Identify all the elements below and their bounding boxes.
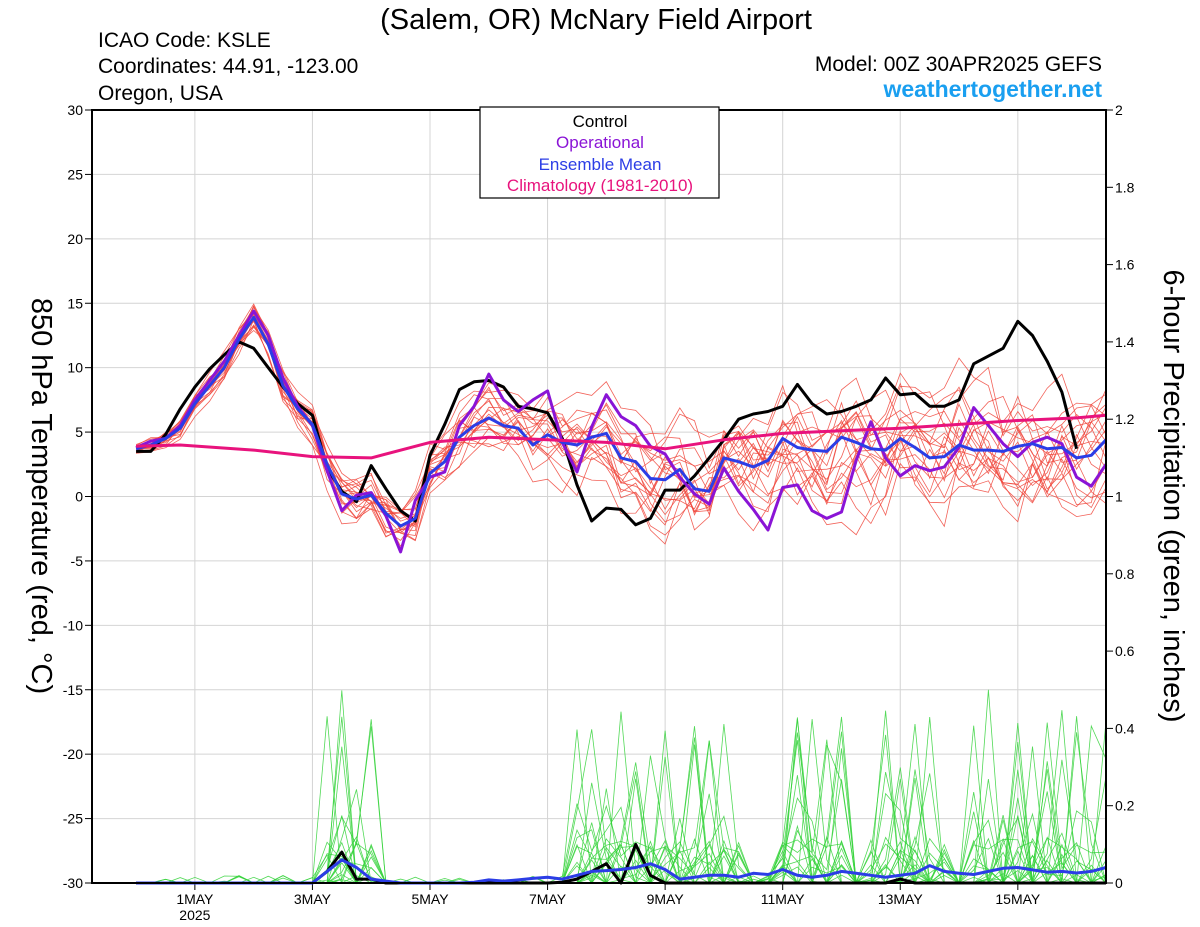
x-tick-sublabel: 2025 — [179, 907, 210, 923]
y-left-tick-label: 10 — [67, 360, 83, 376]
y-left-tick-label: -20 — [63, 746, 83, 762]
y-left-tick-label: -10 — [63, 617, 83, 633]
x-tick-label: 1MAY — [176, 891, 214, 907]
mean-temperature-line — [135, 315, 1108, 528]
ensemble-temperature-member — [135, 310, 1107, 545]
ensemble-precip-member — [136, 723, 1107, 885]
ensemble-precip-member — [136, 689, 1107, 884]
y-left-tick-label: -15 — [63, 682, 83, 698]
x-tick-label: 3MAY — [294, 891, 332, 907]
legend-control: Control — [573, 112, 628, 131]
ensemble-precip-member — [136, 720, 1107, 885]
ensemble-temperature-member — [135, 317, 1107, 531]
x-tick-label: 9MAY — [647, 891, 685, 907]
ensemble-temperature-member — [135, 303, 1107, 542]
ensemble-precip-member — [136, 726, 1106, 885]
x-tick-label: 5MAY — [411, 891, 449, 907]
legend-climatology: Climatology (1981-2010) — [507, 176, 693, 195]
legend-operational: Operational — [556, 133, 644, 152]
y-left-tick-label: -30 — [63, 875, 83, 891]
region: Oregon, USA — [98, 82, 223, 105]
y-right-tick-label: 1.6 — [1115, 257, 1135, 273]
climatology-temperature-line — [136, 413, 1107, 460]
gridlines — [92, 110, 1106, 883]
chart-title: (Salem, OR) McNary Field Airport — [380, 4, 812, 36]
y-left-tick-label: 20 — [67, 231, 83, 247]
y-left-tick-label: -25 — [63, 811, 83, 827]
ensemble-temperature-member — [135, 314, 1107, 541]
y-right-tick-label: 1.4 — [1115, 334, 1135, 350]
coordinates: Coordinates: 44.91, -123.00 — [98, 55, 358, 78]
y-right-tick-label: 2 — [1115, 102, 1123, 118]
ensemble-precip-member — [136, 690, 1107, 885]
legend-box — [479, 106, 720, 199]
model-run: Model: 00Z 30APR2025 GEFS — [815, 53, 1102, 76]
ensemble-temperature-member — [136, 311, 1107, 536]
y-right-tick-label: 0.2 — [1115, 798, 1135, 814]
y-left-tick-label: -5 — [71, 553, 84, 569]
x-tick-label: 7MAY — [529, 891, 567, 907]
ensemble-precip-member — [136, 726, 1107, 884]
y-axis-left: 30 25 20 15 10 5 0 -5 -10 -15 -20 -25 -30 — [63, 102, 92, 891]
x-tick-label: 15MAY — [995, 891, 1041, 907]
y-right-tick-label: 1.2 — [1115, 411, 1135, 427]
y-right-tick-label: 0.8 — [1115, 566, 1135, 582]
y-right-tick-label: 0.6 — [1115, 643, 1135, 659]
ensemble-precip-member — [136, 741, 1107, 885]
y-left-tick-label: 15 — [67, 295, 83, 311]
y-right-tick-label: 1.8 — [1115, 179, 1135, 195]
site-name: weathertogether.net — [882, 76, 1102, 102]
icao-code: ICAO Code: KSLE — [98, 29, 271, 52]
y-axis-right-label: 6-hour Precipitation (green, inches) — [1157, 270, 1189, 723]
x-tick-label: 11MAY — [761, 891, 805, 907]
y-axis-left-label: 850 hPa Temperature (red, °C) — [25, 298, 57, 694]
ensemble-temperature-member — [136, 306, 1107, 518]
y-axis-right: 2 1.8 1.6 1.4 1.2 1 0.8 0.6 0.4 0.2 0 — [1106, 102, 1135, 891]
y-right-tick-label: 0.4 — [1115, 720, 1135, 736]
ensemble-precip-members — [136, 689, 1107, 885]
legend-ensemble-mean: Ensemble Mean — [539, 155, 662, 174]
x-tick-label: 13MAY — [878, 891, 924, 907]
y-left-tick-label: 30 — [67, 102, 83, 118]
ensemble-temperature-member — [136, 316, 1107, 537]
ensemble-temperature-member — [135, 310, 1107, 515]
ensemble-temperature-member — [136, 313, 1107, 526]
legend: Control Operational Ensemble Mean Climat… — [479, 106, 720, 199]
ensemble-temperature-member — [136, 318, 1107, 534]
ensemble-precip-member — [136, 722, 1107, 885]
y-right-tick-label: 0 — [1115, 875, 1123, 891]
operational-temperature-line — [135, 309, 1108, 554]
y-left-tick-label: 5 — [75, 424, 83, 440]
y-left-tick-label: 25 — [67, 166, 83, 182]
y-right-tick-label: 1 — [1115, 489, 1123, 505]
y-left-tick-label: 0 — [75, 489, 83, 505]
